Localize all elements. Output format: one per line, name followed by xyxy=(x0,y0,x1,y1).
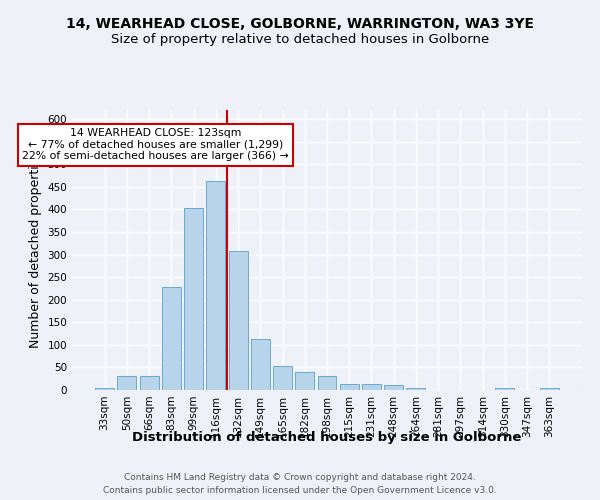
Bar xyxy=(317,376,337,390)
Bar xyxy=(340,384,359,390)
Bar xyxy=(229,251,248,390)
Text: Contains HM Land Registry data © Crown copyright and database right 2024.: Contains HM Land Registry data © Crown c… xyxy=(124,472,476,482)
Text: 14, WEARHEAD CLOSE, GOLBORNE, WARRINGTON, WA3 3YE: 14, WEARHEAD CLOSE, GOLBORNE, WARRINGTON… xyxy=(66,18,534,32)
Bar xyxy=(206,181,225,390)
Bar xyxy=(384,386,403,390)
Text: Contains public sector information licensed under the Open Government Licence v3: Contains public sector information licen… xyxy=(103,486,497,495)
Bar xyxy=(406,388,425,390)
Bar xyxy=(184,208,203,390)
Text: Size of property relative to detached houses in Golborne: Size of property relative to detached ho… xyxy=(111,32,489,46)
Bar xyxy=(496,388,514,390)
Bar xyxy=(295,372,314,390)
Bar xyxy=(118,376,136,390)
Bar xyxy=(162,287,181,390)
Text: Distribution of detached houses by size in Golborne: Distribution of detached houses by size … xyxy=(133,431,521,444)
Bar xyxy=(251,340,270,390)
Bar xyxy=(273,366,292,390)
Y-axis label: Number of detached properties: Number of detached properties xyxy=(29,152,42,348)
Text: 14 WEARHEAD CLOSE: 123sqm
← 77% of detached houses are smaller (1,299)
22% of se: 14 WEARHEAD CLOSE: 123sqm ← 77% of detac… xyxy=(22,128,289,162)
Bar xyxy=(362,384,381,390)
Bar xyxy=(95,388,114,390)
Bar xyxy=(140,376,158,390)
Bar xyxy=(540,388,559,390)
